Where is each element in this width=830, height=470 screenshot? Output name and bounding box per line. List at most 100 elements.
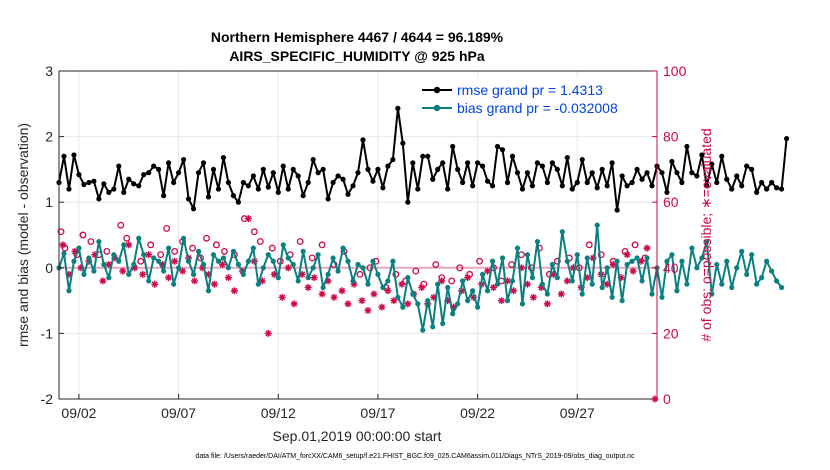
bias-point-4	[76, 245, 82, 251]
bias-point-73	[420, 327, 426, 333]
rmse-point-74	[425, 153, 431, 159]
obs-evaluated-point-3	[77, 264, 85, 272]
rmse-point-25	[180, 156, 187, 163]
bias-point-5	[81, 271, 87, 277]
rmse-point-90	[504, 179, 511, 186]
rmse-point-82	[465, 160, 471, 166]
rmse-point-22	[166, 160, 172, 166]
rmse-point-115	[629, 179, 635, 186]
rmse-point-50	[305, 179, 311, 186]
bias-point-93	[519, 301, 526, 307]
obs-evaluated-point-58	[444, 297, 452, 305]
obs-evaluated-point-54	[418, 283, 426, 291]
obs-evaluated-point-75	[557, 290, 565, 298]
bias-point-47	[290, 261, 296, 268]
bias-point-118	[644, 255, 650, 261]
obs-evaluated-point-44	[350, 280, 358, 288]
chart-title-line2: AIRS_SPECIFIC_HUMIDITY @ 925 hPa	[229, 48, 485, 64]
rmse-point-87	[489, 183, 496, 189]
obs-evaluated-point-70	[523, 280, 531, 288]
y-right-tick-label-3: 60	[663, 194, 679, 210]
rmse-point-127	[689, 170, 695, 176]
bias-point-40	[255, 281, 261, 287]
rmse-point-92	[514, 170, 521, 176]
bias-point-15	[131, 261, 137, 268]
rmse-point-68	[395, 105, 401, 111]
bias-point-54	[325, 271, 331, 277]
legend-bias-label: bias grand pr = -0.032008	[457, 100, 618, 116]
rmse-point-13	[121, 189, 127, 195]
rmse-point-91	[509, 153, 516, 159]
chart-title-line1: Northern Hemisphere 4467 / 4644 = 96.189…	[211, 29, 504, 45]
bias-point-95	[529, 275, 536, 281]
x-axis-label: Sep.01,2019 00:00:00 start	[273, 428, 442, 444]
y-right-tick-label-5: 100	[663, 63, 687, 79]
obs-evaluated-point-47	[370, 290, 378, 298]
rmse-point-43	[270, 170, 276, 176]
obs-evaluated-point-79	[583, 274, 591, 282]
bias-point-110	[604, 265, 610, 271]
bias-point-20	[156, 258, 162, 264]
bias-point-48	[295, 278, 301, 284]
bias-point-144	[774, 278, 780, 284]
rmse-point-15	[131, 181, 137, 187]
obs-possible-point-22	[250, 228, 258, 236]
rmse-point-7	[91, 178, 97, 184]
rmse-point-133	[719, 153, 725, 159]
bias-point-102	[564, 258, 570, 264]
rmse-point-89	[499, 147, 506, 153]
obs-evaluated-point-45	[358, 297, 366, 305]
bias-point-126	[684, 281, 690, 287]
obs-evaluated-point-68	[509, 287, 517, 295]
bias-point-142	[764, 258, 770, 264]
rmse-point-111	[609, 160, 615, 166]
rmse-point-110	[604, 183, 610, 189]
rmse-point-141	[759, 179, 765, 186]
bias-point-33	[220, 255, 227, 261]
rmse-point-105	[579, 156, 585, 163]
bias-point-46	[285, 255, 291, 261]
rmse-point-44	[275, 189, 281, 195]
bias-point-75	[430, 324, 436, 330]
bias-point-141	[759, 275, 765, 281]
obs-evaluated-point-67	[504, 277, 511, 285]
bias-point-35	[230, 248, 237, 254]
obs-possible-point-23	[256, 238, 264, 246]
bias-point-56	[335, 268, 341, 274]
bias-point-1	[61, 250, 67, 256]
bias-point-128	[694, 265, 700, 271]
rmse-point-95	[529, 183, 536, 189]
obs-possible-point-10	[147, 241, 155, 249]
bias-point-108	[594, 222, 600, 228]
obs-possible-point-42	[448, 277, 456, 285]
rmse-point-54	[325, 196, 331, 202]
obs-evaluated-point-41	[330, 293, 338, 301]
rmse-point-80	[455, 166, 461, 172]
bias-point-37	[240, 271, 246, 277]
bias-point-7	[91, 268, 97, 274]
bias-point-31	[210, 252, 217, 258]
rmse-point-42	[265, 184, 271, 190]
rmse-point-137	[739, 183, 745, 189]
rmse-point-129	[699, 152, 705, 158]
obs-evaluated-point-77	[569, 264, 577, 272]
rmse-point-136	[734, 173, 740, 179]
bias-point-43	[270, 258, 276, 264]
bias-point-134	[724, 258, 730, 264]
bias-point-99	[549, 261, 555, 268]
obs-possible-point-28	[308, 254, 316, 262]
rmse-point-9	[101, 181, 107, 187]
rmse-point-118	[644, 170, 650, 176]
obs-evaluated-point-34	[284, 264, 292, 272]
bias-point-97	[539, 281, 545, 287]
bias-point-105	[579, 291, 585, 297]
bias-point-145	[778, 284, 785, 291]
obs-evaluated-point-52	[404, 300, 412, 308]
data-file-footnote: data file: /Users/raeder/DAI/ATM_forcXX/…	[195, 453, 635, 460]
rmse-point-66	[385, 163, 391, 169]
obs-evaluated-point-5	[91, 251, 99, 259]
y-left-tick-label-0: -2	[41, 391, 54, 407]
rmse-point-55	[330, 179, 336, 186]
bias-point-68	[395, 294, 401, 300]
rmse-point-100	[554, 166, 560, 172]
